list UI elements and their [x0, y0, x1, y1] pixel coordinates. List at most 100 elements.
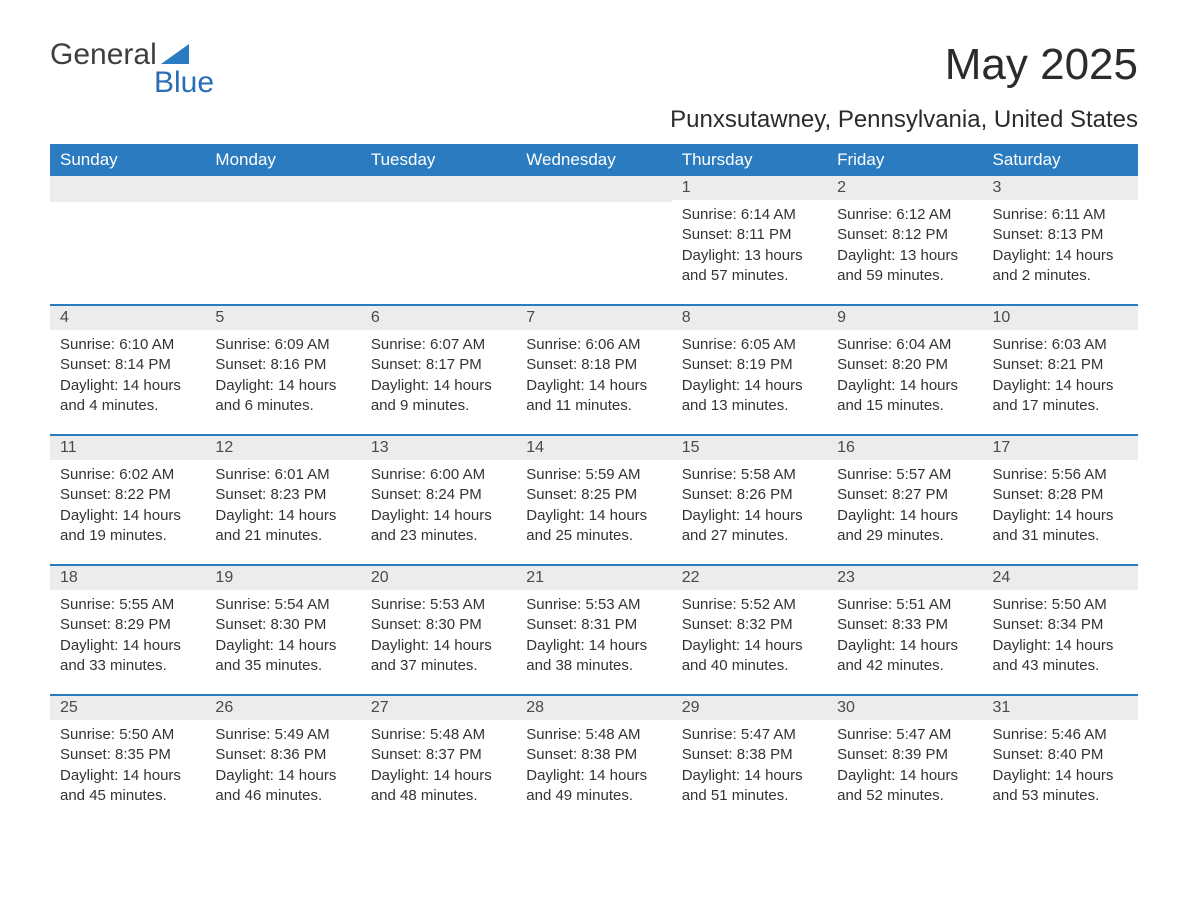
day-content: Sunrise: 5:47 AMSunset: 8:38 PMDaylight:…: [672, 720, 827, 820]
day-cell: 14Sunrise: 5:59 AMSunset: 8:25 PMDayligh…: [516, 436, 671, 564]
day-number: [50, 176, 205, 202]
sunrise-line: Sunrise: 5:58 AM: [682, 465, 817, 485]
sunrise-line: Sunrise: 6:01 AM: [215, 465, 350, 485]
sunset-line: Sunset: 8:14 PM: [60, 355, 195, 375]
day-content: Sunrise: 5:51 AMSunset: 8:33 PMDaylight:…: [827, 590, 982, 690]
day-number: 19: [205, 566, 360, 590]
day-number: 20: [361, 566, 516, 590]
day-number: 8: [672, 306, 827, 330]
daylight-line: Daylight: 14 hours and 38 minutes.: [526, 636, 661, 677]
daylight-line: Daylight: 14 hours and 13 minutes.: [682, 376, 817, 417]
daylight-line: Daylight: 13 hours and 59 minutes.: [837, 246, 972, 287]
daylight-line: Daylight: 14 hours and 15 minutes.: [837, 376, 972, 417]
logo-text-1: General: [50, 40, 157, 70]
daylight-line: Daylight: 14 hours and 21 minutes.: [215, 506, 350, 547]
day-content: Sunrise: 5:59 AMSunset: 8:25 PMDaylight:…: [516, 460, 671, 560]
day-cell: 5Sunrise: 6:09 AMSunset: 8:16 PMDaylight…: [205, 306, 360, 434]
sunrise-line: Sunrise: 6:05 AM: [682, 335, 817, 355]
sunrise-line: Sunrise: 6:07 AM: [371, 335, 506, 355]
sunrise-line: Sunrise: 5:51 AM: [837, 595, 972, 615]
day-cell: 4Sunrise: 6:10 AMSunset: 8:14 PMDaylight…: [50, 306, 205, 434]
daylight-line: Daylight: 14 hours and 42 minutes.: [837, 636, 972, 677]
day-number: 2: [827, 176, 982, 200]
day-number: 12: [205, 436, 360, 460]
day-number: 29: [672, 696, 827, 720]
day-number: 6: [361, 306, 516, 330]
day-content: Sunrise: 6:05 AMSunset: 8:19 PMDaylight:…: [672, 330, 827, 430]
day-number: 26: [205, 696, 360, 720]
daylight-line: Daylight: 13 hours and 57 minutes.: [682, 246, 817, 287]
sunrise-line: Sunrise: 5:48 AM: [371, 725, 506, 745]
daylight-line: Daylight: 14 hours and 11 minutes.: [526, 376, 661, 417]
day-cell: 30Sunrise: 5:47 AMSunset: 8:39 PMDayligh…: [827, 696, 982, 824]
weeks-container: 1Sunrise: 6:14 AMSunset: 8:11 PMDaylight…: [50, 176, 1138, 824]
sunset-line: Sunset: 8:38 PM: [526, 745, 661, 765]
day-of-week-header: Sunday Monday Tuesday Wednesday Thursday…: [50, 144, 1138, 176]
sunrise-line: Sunrise: 5:50 AM: [60, 725, 195, 745]
day-number: 24: [983, 566, 1138, 590]
sunset-line: Sunset: 8:28 PM: [993, 485, 1128, 505]
day-cell: 31Sunrise: 5:46 AMSunset: 8:40 PMDayligh…: [983, 696, 1138, 824]
daylight-line: Daylight: 14 hours and 40 minutes.: [682, 636, 817, 677]
day-content: Sunrise: 5:56 AMSunset: 8:28 PMDaylight:…: [983, 460, 1138, 560]
day-number: [205, 176, 360, 202]
daylight-line: Daylight: 14 hours and 2 minutes.: [993, 246, 1128, 287]
day-cell: 3Sunrise: 6:11 AMSunset: 8:13 PMDaylight…: [983, 176, 1138, 304]
sunset-line: Sunset: 8:16 PM: [215, 355, 350, 375]
day-content: Sunrise: 5:48 AMSunset: 8:38 PMDaylight:…: [516, 720, 671, 820]
day-cell: 10Sunrise: 6:03 AMSunset: 8:21 PMDayligh…: [983, 306, 1138, 434]
day-number: 25: [50, 696, 205, 720]
day-content: Sunrise: 5:55 AMSunset: 8:29 PMDaylight:…: [50, 590, 205, 690]
day-number: 21: [516, 566, 671, 590]
day-content: Sunrise: 5:46 AMSunset: 8:40 PMDaylight:…: [983, 720, 1138, 820]
day-cell: [205, 176, 360, 304]
day-cell: 16Sunrise: 5:57 AMSunset: 8:27 PMDayligh…: [827, 436, 982, 564]
sunset-line: Sunset: 8:32 PM: [682, 615, 817, 635]
daylight-line: Daylight: 14 hours and 27 minutes.: [682, 506, 817, 547]
day-number: [516, 176, 671, 202]
logo: General Blue: [50, 40, 214, 98]
day-number: 23: [827, 566, 982, 590]
day-number: 3: [983, 176, 1138, 200]
sunset-line: Sunset: 8:22 PM: [60, 485, 195, 505]
day-content: Sunrise: 6:09 AMSunset: 8:16 PMDaylight:…: [205, 330, 360, 430]
sunset-line: Sunset: 8:34 PM: [993, 615, 1128, 635]
day-content: Sunrise: 6:01 AMSunset: 8:23 PMDaylight:…: [205, 460, 360, 560]
day-content: Sunrise: 5:57 AMSunset: 8:27 PMDaylight:…: [827, 460, 982, 560]
daylight-line: Daylight: 14 hours and 46 minutes.: [215, 766, 350, 807]
day-content: Sunrise: 5:53 AMSunset: 8:30 PMDaylight:…: [361, 590, 516, 690]
day-cell: 19Sunrise: 5:54 AMSunset: 8:30 PMDayligh…: [205, 566, 360, 694]
day-content: Sunrise: 5:52 AMSunset: 8:32 PMDaylight:…: [672, 590, 827, 690]
daylight-line: Daylight: 14 hours and 9 minutes.: [371, 376, 506, 417]
day-cell: 8Sunrise: 6:05 AMSunset: 8:19 PMDaylight…: [672, 306, 827, 434]
daylight-line: Daylight: 14 hours and 43 minutes.: [993, 636, 1128, 677]
sunrise-line: Sunrise: 5:47 AM: [682, 725, 817, 745]
day-cell: 29Sunrise: 5:47 AMSunset: 8:38 PMDayligh…: [672, 696, 827, 824]
daylight-line: Daylight: 14 hours and 53 minutes.: [993, 766, 1128, 807]
sunrise-line: Sunrise: 5:53 AM: [371, 595, 506, 615]
sunset-line: Sunset: 8:25 PM: [526, 485, 661, 505]
sunrise-line: Sunrise: 6:14 AM: [682, 205, 817, 225]
day-number: 5: [205, 306, 360, 330]
day-content: Sunrise: 5:54 AMSunset: 8:30 PMDaylight:…: [205, 590, 360, 690]
daylight-line: Daylight: 14 hours and 4 minutes.: [60, 376, 195, 417]
day-number: 15: [672, 436, 827, 460]
daylight-line: Daylight: 14 hours and 23 minutes.: [371, 506, 506, 547]
day-cell: 27Sunrise: 5:48 AMSunset: 8:37 PMDayligh…: [361, 696, 516, 824]
dow-saturday: Saturday: [983, 144, 1138, 176]
sunset-line: Sunset: 8:13 PM: [993, 225, 1128, 245]
day-cell: 12Sunrise: 6:01 AMSunset: 8:23 PMDayligh…: [205, 436, 360, 564]
day-number: 13: [361, 436, 516, 460]
day-cell: 1Sunrise: 6:14 AMSunset: 8:11 PMDaylight…: [672, 176, 827, 304]
day-number: 17: [983, 436, 1138, 460]
day-cell: 23Sunrise: 5:51 AMSunset: 8:33 PMDayligh…: [827, 566, 982, 694]
sunset-line: Sunset: 8:30 PM: [371, 615, 506, 635]
day-cell: 13Sunrise: 6:00 AMSunset: 8:24 PMDayligh…: [361, 436, 516, 564]
sunrise-line: Sunrise: 6:00 AM: [371, 465, 506, 485]
day-content: Sunrise: 5:53 AMSunset: 8:31 PMDaylight:…: [516, 590, 671, 690]
sunrise-line: Sunrise: 5:54 AM: [215, 595, 350, 615]
day-content: Sunrise: 6:14 AMSunset: 8:11 PMDaylight:…: [672, 200, 827, 300]
day-cell: 25Sunrise: 5:50 AMSunset: 8:35 PMDayligh…: [50, 696, 205, 824]
sunset-line: Sunset: 8:23 PM: [215, 485, 350, 505]
daylight-line: Daylight: 14 hours and 33 minutes.: [60, 636, 195, 677]
